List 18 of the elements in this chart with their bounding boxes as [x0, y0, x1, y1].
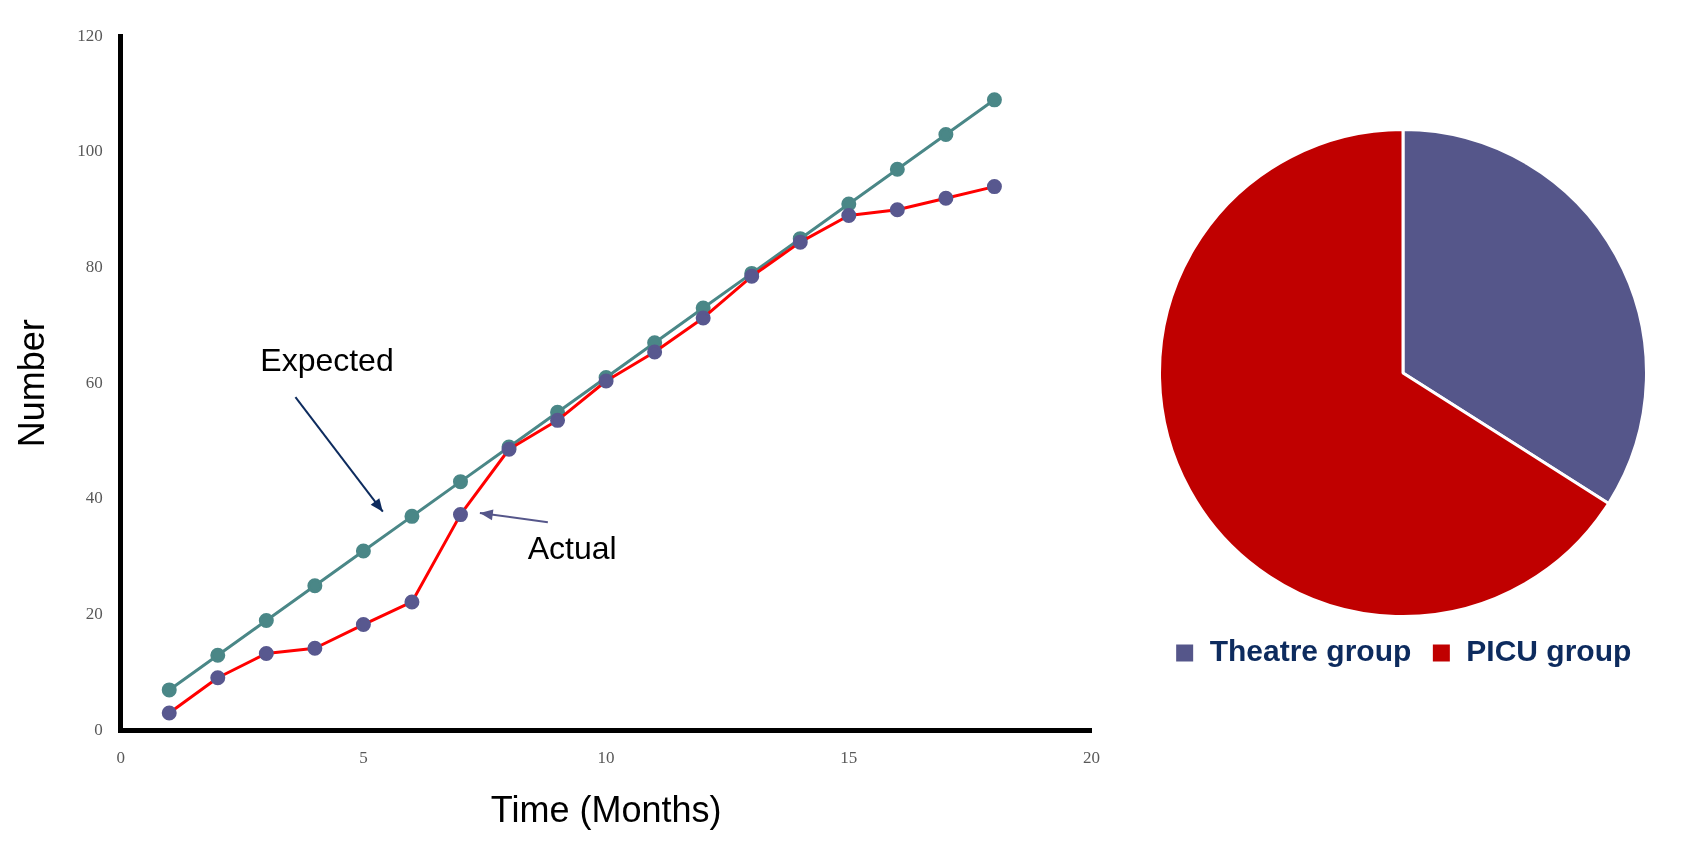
annotation: Expected	[260, 342, 394, 379]
y-tick-label: 20	[85, 604, 103, 624]
legend-label: Theatre group	[1209, 634, 1412, 668]
x-tick-label: 15	[840, 748, 858, 768]
x-tick-label: 10	[597, 748, 615, 768]
y-tick-label: 100	[77, 141, 103, 161]
y-tick-label: 0	[94, 719, 103, 739]
legend-label: PICU group	[1466, 634, 1632, 668]
y-tick-label: 60	[85, 372, 103, 392]
x-tick-label: 5	[359, 748, 368, 768]
y-tick-label: 40	[85, 488, 103, 508]
annotation: Actual	[527, 529, 617, 566]
y-tick-label: 80	[85, 257, 103, 277]
y-axis-title: Number	[10, 319, 52, 448]
x-axis-title: Time (Months)	[490, 789, 722, 831]
x-tick-label: 20	[1083, 748, 1100, 768]
x-tick-label: 0	[116, 748, 125, 768]
y-tick-label: 120	[77, 25, 103, 45]
